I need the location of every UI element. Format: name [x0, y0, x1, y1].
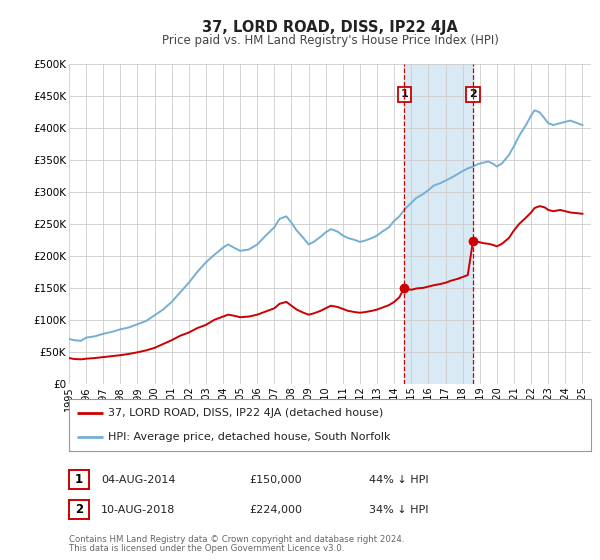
Text: £150,000: £150,000	[249, 475, 302, 485]
Text: 2: 2	[469, 90, 477, 100]
Text: 37, LORD ROAD, DISS, IP22 4JA (detached house): 37, LORD ROAD, DISS, IP22 4JA (detached …	[108, 408, 383, 418]
Text: 04-AUG-2014: 04-AUG-2014	[101, 475, 175, 485]
Bar	[404, 64, 473, 384]
Text: Price paid vs. HM Land Registry's House Price Index (HPI): Price paid vs. HM Land Registry's House …	[161, 34, 499, 46]
Text: £224,000: £224,000	[249, 505, 302, 515]
Text: 1: 1	[75, 473, 83, 487]
Text: Contains HM Land Registry data © Crown copyright and database right 2024.: Contains HM Land Registry data © Crown c…	[69, 535, 404, 544]
Text: 10-AUG-2018: 10-AUG-2018	[101, 505, 175, 515]
Text: This data is licensed under the Open Government Licence v3.0.: This data is licensed under the Open Gov…	[69, 544, 344, 553]
Text: 1: 1	[400, 90, 408, 100]
Text: 34% ↓ HPI: 34% ↓ HPI	[369, 505, 428, 515]
Text: HPI: Average price, detached house, South Norfolk: HPI: Average price, detached house, Sout…	[108, 432, 391, 442]
Text: 37, LORD ROAD, DISS, IP22 4JA: 37, LORD ROAD, DISS, IP22 4JA	[202, 20, 458, 35]
Text: 44% ↓ HPI: 44% ↓ HPI	[369, 475, 428, 485]
Text: 2: 2	[75, 503, 83, 516]
